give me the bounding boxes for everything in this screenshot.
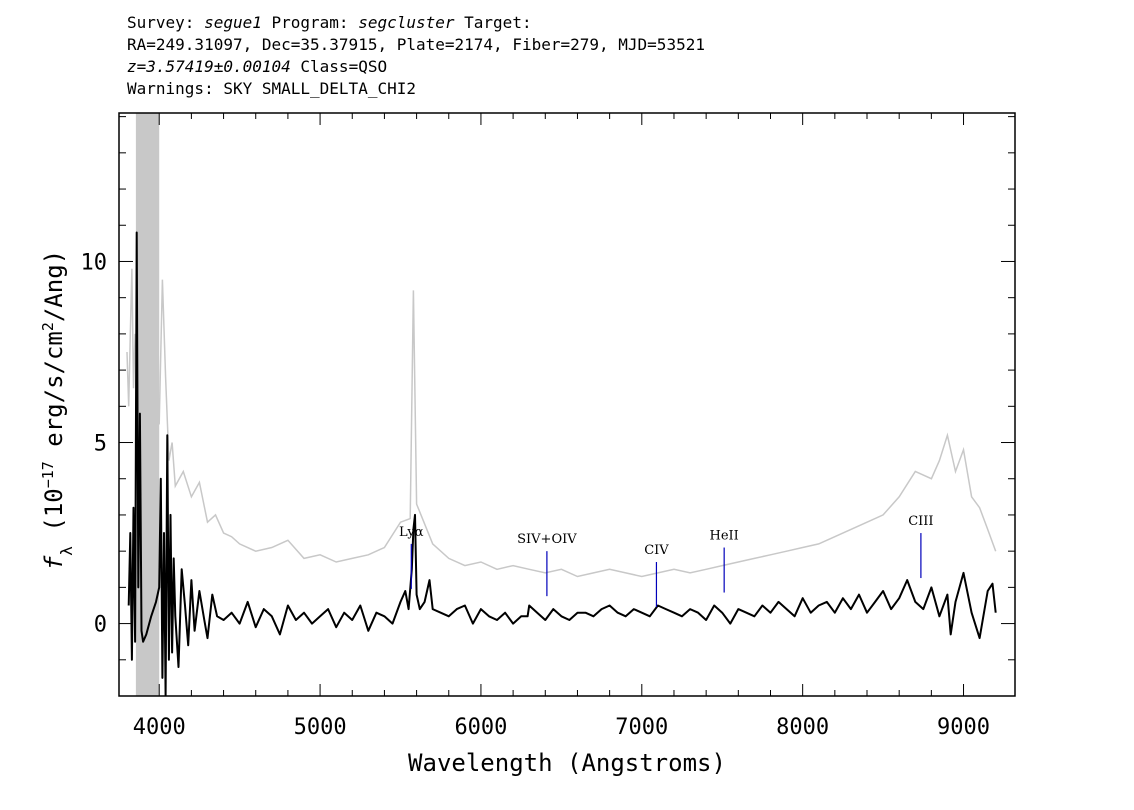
- y-axis-label-part: /Ang): [40, 250, 68, 322]
- line-label: SIV+OIV: [517, 532, 577, 547]
- y-axis-label-part: 2: [39, 322, 57, 331]
- plot-frame: [118, 112, 1016, 697]
- y-axis-label-part: λ: [57, 546, 76, 556]
- header-line-2: RA=249.31097, Dec=35.37915, Plate=2174, …: [127, 35, 705, 54]
- redshift-value: z=3.57419±0.00104: [127, 57, 291, 76]
- header-line-1: Survey: segue1 Program: segcluster Targe…: [127, 12, 705, 34]
- x-tick-label: 9000: [937, 715, 990, 740]
- program-label: Program:: [261, 13, 359, 32]
- target-label: Target:: [454, 13, 532, 32]
- line-label: CIV: [644, 543, 669, 558]
- x-tick-label: 6000: [454, 715, 507, 740]
- y-axis-label-part: erg/s/cm: [40, 331, 68, 461]
- flux-series-line: [127, 231, 997, 696]
- line-label: Lyα: [399, 525, 424, 540]
- x-axis-label: Wavelength (Angstroms): [408, 749, 726, 777]
- plot-area: Lyα SIV+OIV CIV HeII CIII: [126, 113, 997, 696]
- x-tick-label: 4000: [133, 715, 186, 740]
- y-axis-label: fλ (10−17 erg/s/cm2/Ang): [39, 250, 76, 570]
- y-tick-label: 0: [94, 613, 107, 638]
- y-axis-label-part: −17: [39, 461, 57, 488]
- spectrum-header: Survey: segue1 Program: segcluster Targe…: [127, 12, 705, 100]
- x-tick-label: 7000: [615, 715, 668, 740]
- class-value: Class=QSO: [290, 57, 388, 76]
- survey-label: Survey:: [127, 13, 205, 32]
- masked-band: [135, 113, 160, 696]
- y-tick-label: 5: [94, 432, 107, 457]
- program-value: segcluster: [358, 13, 455, 32]
- axes: 4000 5000 6000 7000 8000 9000 0 5 10: [81, 112, 1016, 740]
- header-line-3: z=3.57419±0.00104 Class=QSO: [127, 56, 705, 78]
- x-tick-label: 8000: [776, 715, 829, 740]
- y-axis-label-part: f: [40, 555, 68, 570]
- line-label: CIII: [908, 514, 933, 529]
- survey-value: segue1: [204, 13, 262, 32]
- x-tick-label: 5000: [294, 715, 347, 740]
- header-warnings: Warnings: SKY SMALL_DELTA_CHI2: [127, 79, 416, 98]
- y-axis-label-part: (10: [40, 488, 68, 546]
- error-series-line: [126, 268, 997, 578]
- y-tick-label: 10: [81, 250, 108, 275]
- line-label: HeII: [710, 529, 739, 544]
